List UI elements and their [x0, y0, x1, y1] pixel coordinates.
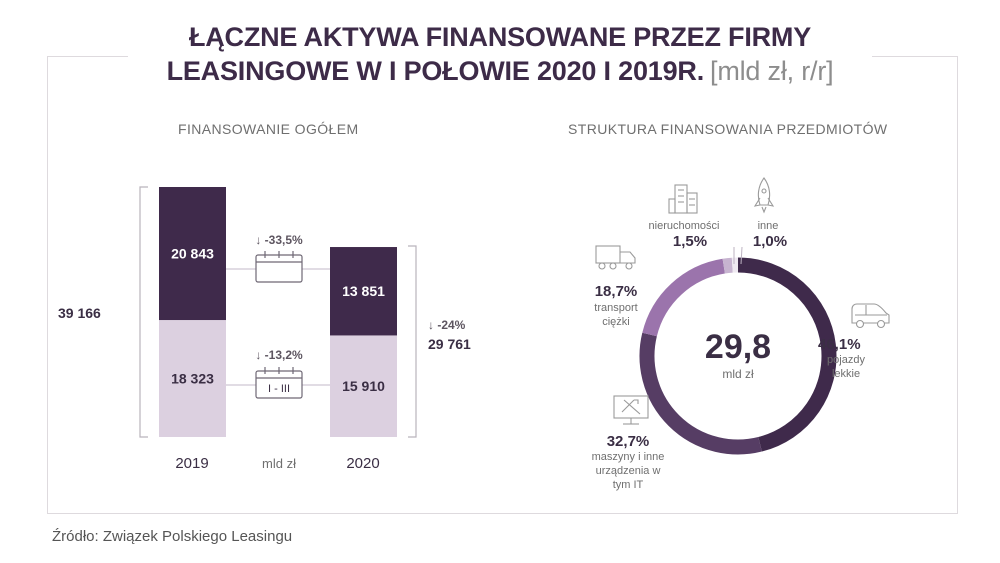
bar-2020-i-iii [330, 335, 397, 437]
slice-name-label-heavy-transport-line2: ciężki [602, 316, 630, 328]
donut-slice-machinery-it [639, 332, 762, 455]
car-icon [851, 303, 890, 329]
period-label-i-iii: I - III [268, 383, 290, 395]
leader-line-other [740, 246, 743, 265]
bar-value-label-2019-iv-vi: 20 843 [171, 246, 214, 262]
bar-total-bracket-2020 [408, 245, 417, 438]
right-section-title: STRUKTURA FINANSOWANIA PRZEDMIOTÓW [568, 121, 888, 137]
donut-slice-truck [642, 258, 726, 337]
bar-2020-iv-vi [330, 247, 397, 336]
slice-name-label-heavy-transport-line1: transport [594, 302, 637, 314]
bar-value-label-2020-i-iii: 15 910 [342, 378, 385, 394]
calendar-icon [255, 251, 303, 283]
bar-total-bracket-2019 [139, 186, 148, 438]
unit-label: mld zł [262, 456, 296, 471]
title-line-2-text: LEASINGOWE W I POŁOWIE 2020 I 2019R. [166, 56, 705, 86]
slice-name-label-machinery-line3: tym IT [613, 479, 644, 491]
slice-value-label-machinery: 32,7% [607, 433, 650, 450]
slice-name-label-machinery-line2: urządzenia w [596, 465, 661, 477]
bar-2019-iv-vi [159, 187, 226, 321]
bar-value-label-2019-i-iii: 18 323 [171, 371, 214, 387]
slice-value-label-real-estate: 1,5% [673, 233, 707, 250]
buildings-icon [668, 184, 698, 214]
title-line-1: ŁĄCZNE AKTYWA FINANSOWANE PRZEZ FIRMY [188, 22, 812, 52]
donut-slice-buildings [722, 257, 733, 274]
x-label-2019: 2019 [175, 455, 208, 472]
slice-value-label-heavy-transport: 18,7% [595, 283, 638, 300]
total-label-2020: 29 761 [428, 336, 471, 352]
change-label-i-iii: ↓ -13,2% [255, 348, 303, 362]
x-label-2020: 2020 [346, 455, 379, 472]
source-note: Źródło: Związek Polskiego Leasingu [52, 528, 293, 545]
change-label-iv-vi: ↓ -33,5% [255, 233, 303, 247]
slice-name-label-real-estate: nieruchomości [649, 220, 720, 232]
left-section-title: FINANSOWANIE OGÓŁEM [178, 121, 359, 137]
total-change-label: ↓ -24% [428, 318, 466, 332]
title-line-2: LEASINGOWE W I POŁOWIE 2020 I 2019R. [mld… [128, 54, 872, 88]
machinery-it-icon [613, 395, 649, 425]
slice-name-label-light-vehicles-line2: lekkie [832, 368, 860, 380]
rocket-icon [753, 177, 775, 214]
total-label-2019: 39 166 [58, 305, 101, 321]
chart-title: ŁĄCZNE AKTYWA FINANSOWANE PRZEZ FIRMY LE… [128, 20, 872, 88]
truck-icon [595, 245, 636, 270]
bar-value-label-2020-iv-vi: 13 851 [342, 283, 385, 299]
donut-center-value: 29,8 [705, 328, 771, 366]
title-unit: [mld zł, r/r] [710, 56, 834, 86]
bar-2019-i-iii [159, 320, 226, 437]
slice-value-label-light-vehicles: 46,1% [818, 336, 861, 353]
slice-name-label-other: inne [758, 220, 779, 232]
donut-center-unit: mld zł [722, 367, 754, 381]
calendar-icon [255, 367, 303, 399]
slice-name-label-machinery-line1: maszyny i inne [592, 451, 665, 463]
slice-name-label-light-vehicles-line1: pojazdy [827, 354, 865, 366]
slice-value-label-other: 1,0% [753, 233, 787, 250]
donut-slice-car [737, 257, 837, 452]
